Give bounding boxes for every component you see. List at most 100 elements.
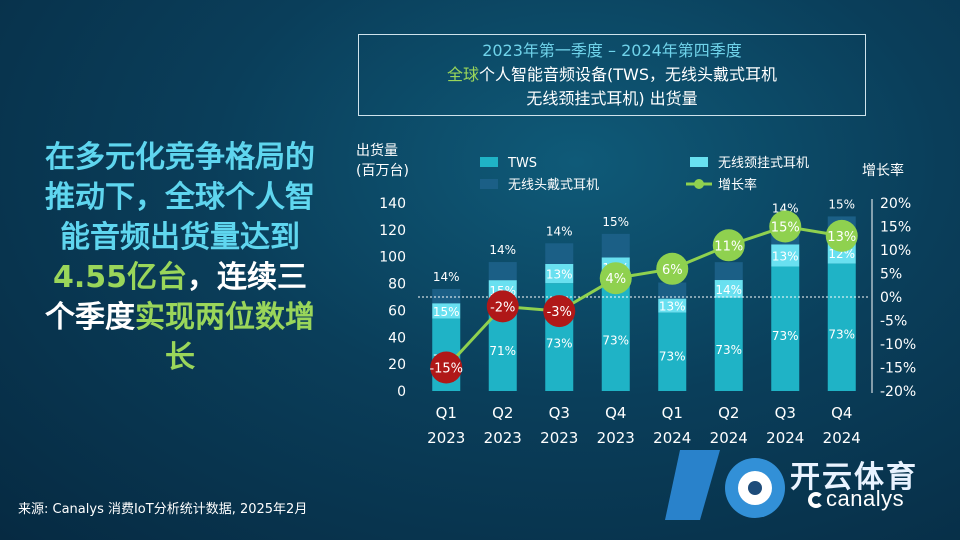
bar-segment (714, 262, 743, 281)
growth-label: -15% (429, 362, 463, 377)
y2-tick-label: 5% (880, 267, 902, 283)
x-tick-quarter: Q2 (718, 404, 739, 422)
x-tick-year: 2024 (766, 429, 804, 447)
bar-segment (658, 282, 687, 299)
x-tick-quarter: Q3 (775, 404, 796, 422)
title-line-1: 2023年第一季度 – 2024年第四季度 (482, 41, 742, 60)
bar-segment (488, 262, 517, 281)
x-tick-quarter: Q4 (831, 404, 852, 422)
tws-share-label: 73% (772, 329, 799, 343)
x-tick-year: 2023 (597, 429, 635, 447)
y-axis-title: 出货量 (356, 142, 398, 159)
legend-label: TWS (507, 156, 537, 171)
canalys-logo-icon (808, 492, 824, 508)
tws-share-label: 73% (828, 328, 855, 342)
legend-label: 无线颈挂式耳机 (718, 156, 809, 171)
bar-segment (771, 266, 800, 391)
bar-segment (771, 244, 800, 267)
x-tick-quarter: Q2 (492, 404, 513, 422)
y2-tick-label: -20% (880, 384, 916, 400)
bar-segment (432, 303, 461, 319)
title-line-3: 无线颈挂式耳机) 出货量 (526, 89, 698, 108)
growth-marker (769, 210, 802, 243)
x-tick-quarter: Q4 (605, 404, 626, 422)
neckband-share-label: 12% (828, 247, 855, 261)
tws-share-label: 73% (659, 350, 686, 364)
neckband-share-label: 13% (659, 300, 686, 314)
headline-part2: ，连续三个季度 (45, 260, 308, 335)
bar-segment (545, 243, 574, 264)
legend-swatch-0 (480, 157, 498, 167)
title-line-2: 全球个人智能音频设备(TWS，无线头戴式耳机 (359, 63, 865, 87)
y2-axis-title: 增长率 (862, 162, 904, 179)
y2-tick-label: -10% (880, 337, 916, 353)
tws-share-label: 71% (489, 344, 516, 358)
title-line-2-rest: 个人智能音频设备(TWS，无线头戴式耳机 (479, 65, 777, 84)
y-tick-label: 80 (388, 277, 406, 293)
x-tick-quarter: Q3 (549, 404, 570, 422)
headphones-share-label: 15% (602, 215, 629, 229)
x-tick-year: 2023 (484, 429, 522, 447)
y-axis-title: (百万台) (356, 163, 409, 179)
tws-share-label: 73% (546, 336, 573, 350)
x-tick-year: 2024 (710, 429, 748, 447)
headline-figure: 4.55亿台 (52, 260, 188, 295)
title-highlight: 全球 (446, 65, 479, 84)
headphones-share-label: 14% (433, 270, 460, 284)
watermark-text: 开云体育 (790, 460, 918, 495)
canalys-logo: canalys (826, 486, 905, 511)
bar-segment (601, 233, 630, 258)
growth-marker (712, 229, 745, 262)
bar-segment (545, 263, 574, 284)
legend-label: 增长率 (718, 177, 757, 193)
x-tick-year: 2023 (427, 429, 465, 447)
y-tick-label: 120 (379, 223, 406, 239)
neckband-share-label: 15% (433, 305, 460, 319)
legend-swatch-2 (480, 179, 498, 189)
growth-marker (656, 252, 689, 285)
growth-label: 6% (662, 263, 683, 278)
y2-tick-label: 15% (880, 220, 911, 236)
headline-part3: 实现两位数增长 (135, 300, 315, 375)
growth-marker (430, 351, 463, 384)
neckband-share-label: 13% (546, 268, 573, 282)
y2-tick-label: -15% (880, 361, 916, 377)
growth-marker (543, 295, 576, 328)
y2-tick-label: -5% (880, 314, 907, 330)
neckband-share-label: 13% (772, 249, 799, 263)
growth-label: 11% (714, 239, 743, 254)
growth-label: -2% (490, 300, 515, 315)
x-tick-year: 2024 (823, 429, 861, 447)
growth-marker (486, 290, 519, 323)
bar-segment (658, 312, 687, 391)
x-tick-year: 2024 (653, 429, 691, 447)
bar-segment (827, 263, 856, 391)
growth-marker (599, 262, 632, 295)
bar-segment (601, 276, 630, 391)
tws-share-label: 73% (715, 343, 742, 357)
bar-segment (714, 297, 743, 391)
y2-tick-label: 10% (880, 243, 911, 259)
y-tick-label: 40 (388, 330, 406, 346)
growth-label: -3% (547, 305, 572, 320)
headline: 在多元化竞争格局的推动下，全球个人智能音频出货量达到 4.55亿台，连续三个季度实… (40, 138, 320, 378)
neckband-share-label: 14% (715, 283, 742, 297)
headphones-share-label: 15% (828, 197, 855, 211)
y-tick-label: 100 (379, 250, 406, 266)
headphones-share-label: 14% (546, 224, 573, 238)
y-tick-label: 140 (379, 196, 406, 212)
y2-tick-label: 0% (880, 290, 902, 306)
legend-marker (694, 179, 704, 189)
growth-marker (825, 219, 858, 252)
y-tick-label: 20 (388, 357, 406, 373)
legend-swatch-1 (690, 157, 708, 167)
y-tick-label: 0 (397, 384, 406, 400)
bar-segment (714, 280, 743, 298)
tws-share-label: 73% (602, 333, 629, 347)
y-tick-label: 60 (388, 303, 406, 319)
headline-part1: 在多元化竞争格局的推动下，全球个人智能音频出货量达到 (45, 140, 315, 255)
bar-segment (432, 288, 461, 304)
y2-tick-label: 20% (880, 196, 911, 212)
legend-label: 无线头戴式耳机 (508, 178, 599, 193)
